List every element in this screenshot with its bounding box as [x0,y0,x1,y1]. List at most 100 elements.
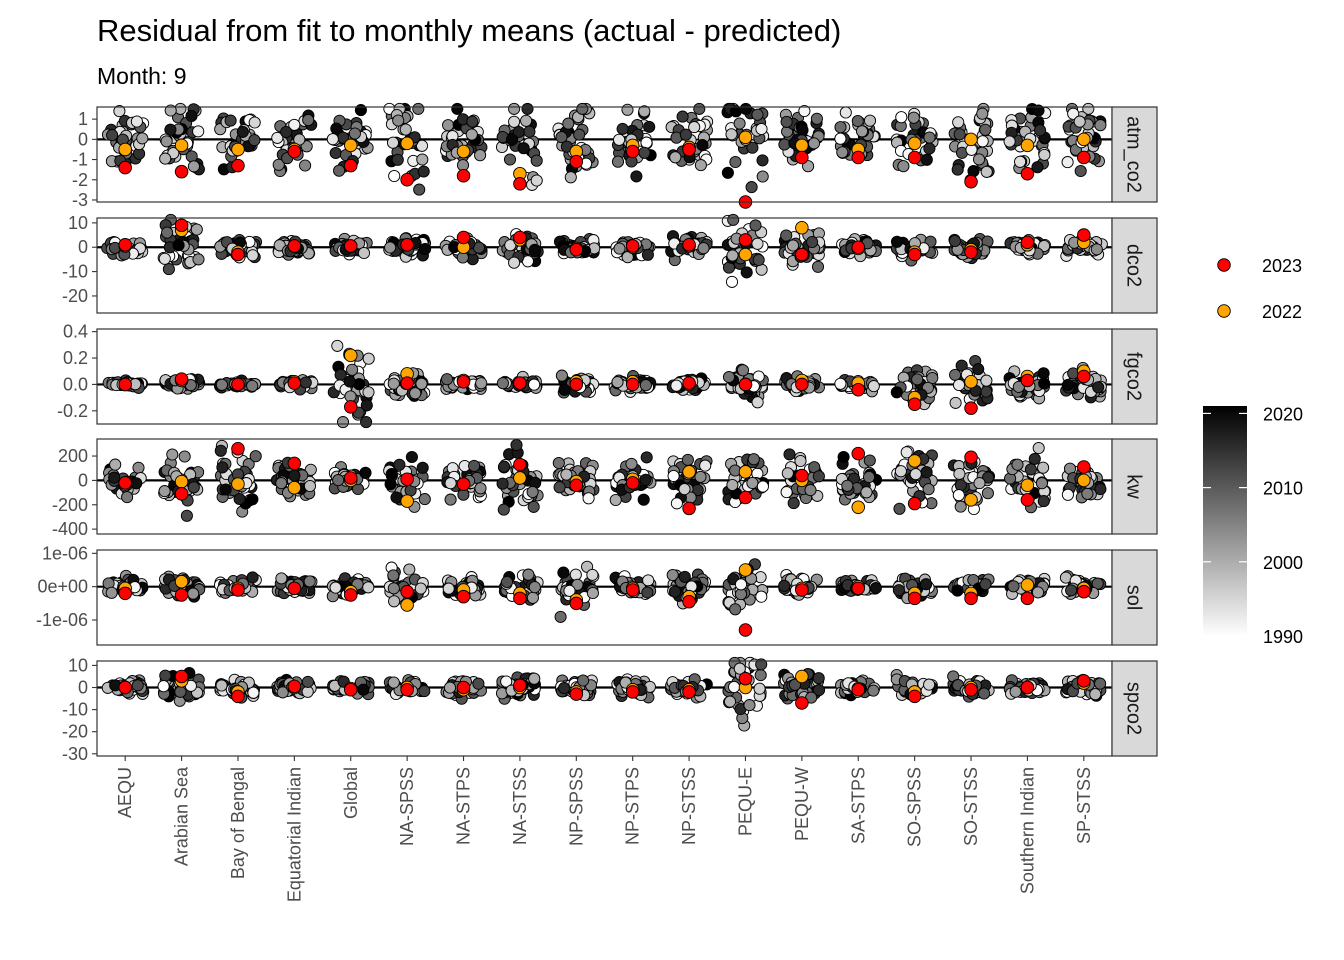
data-point [951,584,964,597]
y-tick-label: -1e-06 [36,610,88,630]
data-point [303,479,317,493]
data-point [161,226,174,239]
data-point [1003,135,1016,148]
data-point [360,416,373,429]
data-point [214,444,227,457]
data-point [417,165,430,178]
point-2023-Global [344,471,358,485]
point-2023-Southern Indian [1020,591,1035,606]
facet-strip-label: sol [1123,585,1145,611]
point-2023-SP-STSS [1077,228,1091,242]
point-2022-Bay of Bengal [231,477,245,491]
data-point [1067,107,1080,120]
data-point [555,131,568,144]
point-2023-Bay of Bengal [231,247,245,262]
data-point [755,590,768,603]
point-2023-NP-STPS [625,144,640,159]
data-point [108,471,121,484]
data-point [812,672,825,685]
data-point [113,105,126,118]
data-point [867,684,880,697]
point-2023-SO-SPSS [907,591,922,606]
data-point [109,458,122,471]
point-2023-Southern Indian [1020,493,1035,507]
point-2023-PEQU-E [738,377,753,392]
data-point [528,581,541,594]
point-2023-Southern Indian [1020,235,1035,250]
point-2023-Equatorial Indian [287,679,302,694]
data-point [893,502,906,515]
data-point [275,477,288,490]
facet-points [101,213,1108,288]
point-2022-NP-STSS [682,465,696,479]
data-point [855,125,869,138]
data-point [442,582,455,595]
facet-sol: 1e-06 0e+00 -1e-06 sol [36,543,1158,646]
data-point [1037,495,1050,508]
data-point [248,134,261,147]
data-point [465,128,478,141]
data-point [508,102,521,115]
data-point [560,468,573,481]
data-point [528,378,541,391]
data-point [1031,586,1045,599]
data-point [890,386,903,399]
data-point [922,483,935,496]
data-point [392,114,405,127]
data-point [778,579,791,592]
point-2023-SP-STSS [1077,584,1091,599]
data-point [746,476,759,490]
data-point [745,181,758,194]
data-point [236,125,249,138]
data-point [523,125,536,138]
data-point [911,373,924,386]
point-2023-NP-STPS [625,476,640,490]
point-2022-SO-SPSS [907,136,922,151]
point-2023-SA-STPS [851,682,866,697]
x-tick-label: PEQU-E [735,767,755,836]
data-point [678,483,691,496]
data-point [557,566,570,579]
point-2023-PEQU-E [738,623,753,637]
data-point [444,493,457,506]
data-point [301,675,314,688]
data-point [890,235,904,248]
point-2022-Southern Indian [1020,578,1035,592]
data-point [897,160,910,173]
data-point [749,219,762,232]
x-tick-label: Southern Indian [1017,767,1037,894]
data-point [552,456,565,470]
point-2023-Southern Indian [1020,680,1035,695]
data-point [246,249,259,262]
data-point [512,125,525,139]
data-point [863,114,877,127]
facet-points [102,339,1107,429]
data-point [1061,156,1074,169]
data-point [1031,161,1044,174]
data-point [586,586,599,600]
point-2023-NP-SPSS [569,478,584,493]
data-point [751,396,764,409]
data-point [678,570,691,583]
point-2022-NA-SPSS [400,494,414,508]
point-2022-Arabian Sea [174,574,189,589]
data-point [215,378,228,391]
data-point [696,139,709,152]
legend-key-2022 [1217,304,1231,318]
data-point [357,246,371,260]
data-point [1038,239,1051,253]
point-2023-NA-SPSS [400,682,414,697]
data-point [621,103,634,116]
point-2023-Bay of Bengal [231,583,245,597]
y-tick-label: 0.4 [63,322,88,342]
data-point [752,253,765,267]
data-point [158,252,171,265]
data-point [839,106,852,119]
point-2023-SO-STSS [964,401,978,415]
point-2023-Bay of Bengal [231,689,245,704]
point-2023-NA-STSS [513,376,527,390]
point-2022-SO-STSS [964,493,978,507]
data-point [508,115,521,128]
point-2023-SO-STSS [964,591,978,606]
data-point [907,111,920,124]
